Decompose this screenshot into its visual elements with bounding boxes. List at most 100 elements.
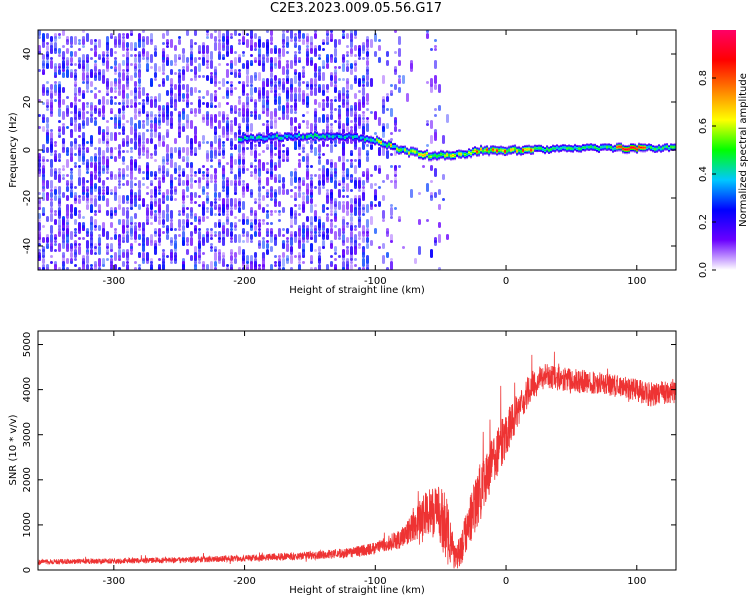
heatmap-ridge-cell — [434, 156, 437, 158]
heatmap-ridge-cell — [530, 148, 533, 150]
heatmap-cell — [150, 204, 153, 210]
heatmap-cell — [62, 174, 65, 177]
heatmap-ridge-cell — [470, 154, 473, 156]
heatmap-cell — [206, 63, 209, 66]
heatmap-ridge-cell — [632, 150, 635, 152]
heatmap-ridge-cell — [276, 137, 279, 139]
heatmap-cell — [226, 213, 229, 216]
heatmap-ridge-cell — [540, 147, 543, 150]
heatmap-cell — [42, 171, 45, 174]
heatmap-ridge-cell — [388, 143, 391, 145]
heatmap-cell — [358, 231, 361, 237]
heatmap-cell — [342, 186, 345, 189]
heatmap-cell — [106, 252, 109, 255]
heatmap-cell — [298, 252, 301, 258]
heatmap-ridge-cell — [536, 146, 539, 149]
heatmap-cell — [210, 243, 213, 246]
heatmap-cell — [362, 102, 365, 108]
heatmap-ridge-cell — [302, 139, 305, 141]
heatmap-ridge-cell — [526, 147, 529, 150]
heatmap-ridge-cell — [406, 148, 409, 150]
heatmap-cell — [354, 144, 357, 147]
heatmap-ridge-cell — [332, 132, 335, 134]
heatmap-cell — [286, 255, 289, 261]
heatmap-cell — [94, 228, 97, 231]
heatmap-ridge-cell — [636, 147, 639, 149]
heatmap-ridge-cell — [336, 136, 339, 139]
heatmap-ridge-cell — [454, 155, 457, 158]
heatmap-ridge-cell — [470, 149, 473, 151]
heatmap-cell — [62, 168, 65, 171]
heatmap-ridge-cell — [326, 133, 329, 135]
heatmap-ridge-cell — [496, 151, 499, 153]
heatmap-ridge-cell — [490, 149, 493, 151]
heatmap-ridge-cell — [518, 148, 521, 151]
heatmap-cell — [94, 39, 97, 42]
heatmap-cell — [346, 96, 349, 99]
heatmap-ridge-cell — [592, 148, 595, 150]
heatmap-cell — [274, 111, 277, 117]
heatmap-cell — [86, 57, 89, 60]
heatmap-cell — [314, 120, 317, 123]
heatmap-ridge-cell — [666, 148, 669, 150]
heatmap-cell — [190, 222, 193, 225]
heatmap-ridge-cell — [466, 151, 469, 154]
heatmap-cell — [162, 171, 165, 174]
heatmap-ridge-cell — [530, 149, 533, 151]
heatmap-cell — [146, 96, 149, 102]
heatmap-cell — [122, 72, 125, 81]
heatmap-cell — [174, 84, 177, 90]
heatmap-ridge-cell — [594, 146, 597, 149]
heatmap-ridge-cell — [390, 148, 393, 151]
heatmap-cell — [282, 228, 285, 231]
heatmap-cell — [62, 147, 65, 153]
heatmap-ridge-cell — [608, 147, 611, 149]
heatmap-cell — [114, 132, 117, 141]
heatmap-cell — [194, 228, 197, 231]
heatmap-cell — [298, 39, 301, 42]
heatmap-cell — [358, 81, 361, 84]
heatmap-cell — [130, 126, 133, 135]
heatmap-cell — [98, 225, 101, 231]
heatmap-ridge-cell — [448, 156, 451, 158]
heatmap-ridge-cell — [534, 146, 537, 148]
heatmap-cell — [378, 186, 381, 189]
heatmap-cell — [50, 57, 53, 60]
heatmap-cell — [130, 180, 133, 189]
heatmap-cell — [346, 210, 349, 216]
heatmap-ridge-cell — [330, 136, 333, 138]
heatmap-ridge-cell — [270, 136, 273, 139]
heatmap-cell — [162, 201, 165, 204]
heatmap-ridge-cell — [408, 156, 411, 158]
heatmap-cell — [366, 69, 369, 72]
heatmap-ridge-cell — [524, 144, 527, 147]
heatmap-ridge-cell — [634, 150, 637, 152]
heatmap-cell — [270, 72, 273, 78]
heatmap-cell — [46, 192, 49, 201]
heatmap-ridge-cell — [672, 143, 675, 145]
heatmap-ridge-cell — [356, 136, 359, 138]
heatmap-cell — [246, 147, 249, 150]
heatmap-cell — [122, 42, 125, 51]
heatmap-cell — [70, 123, 73, 126]
heatmap-ridge-cell — [604, 147, 607, 149]
heatmap-ridge-cell — [506, 149, 509, 151]
heatmap-cell — [246, 96, 249, 105]
heatmap-cell — [290, 219, 293, 228]
heatmap-cell — [334, 99, 337, 102]
heatmap-ridge-cell — [620, 147, 623, 149]
heatmap-cell — [322, 225, 325, 228]
heatmap-cell — [234, 192, 237, 195]
heatmap-ridge-cell — [448, 155, 451, 157]
heatmap-ridge-cell — [300, 138, 303, 141]
heatmap-ridge-cell — [530, 151, 533, 153]
heatmap-cell — [158, 204, 161, 213]
heatmap-ridge-cell — [668, 145, 671, 148]
heatmap-cell — [106, 135, 109, 138]
heatmap-cell — [346, 126, 349, 132]
heatmap-cell — [230, 261, 233, 264]
heatmap-ridge-cell — [338, 138, 341, 141]
heatmap-ridge-cell — [314, 133, 317, 135]
heatmap-cell — [338, 228, 341, 237]
heatmap-ridge-cell — [400, 147, 403, 149]
